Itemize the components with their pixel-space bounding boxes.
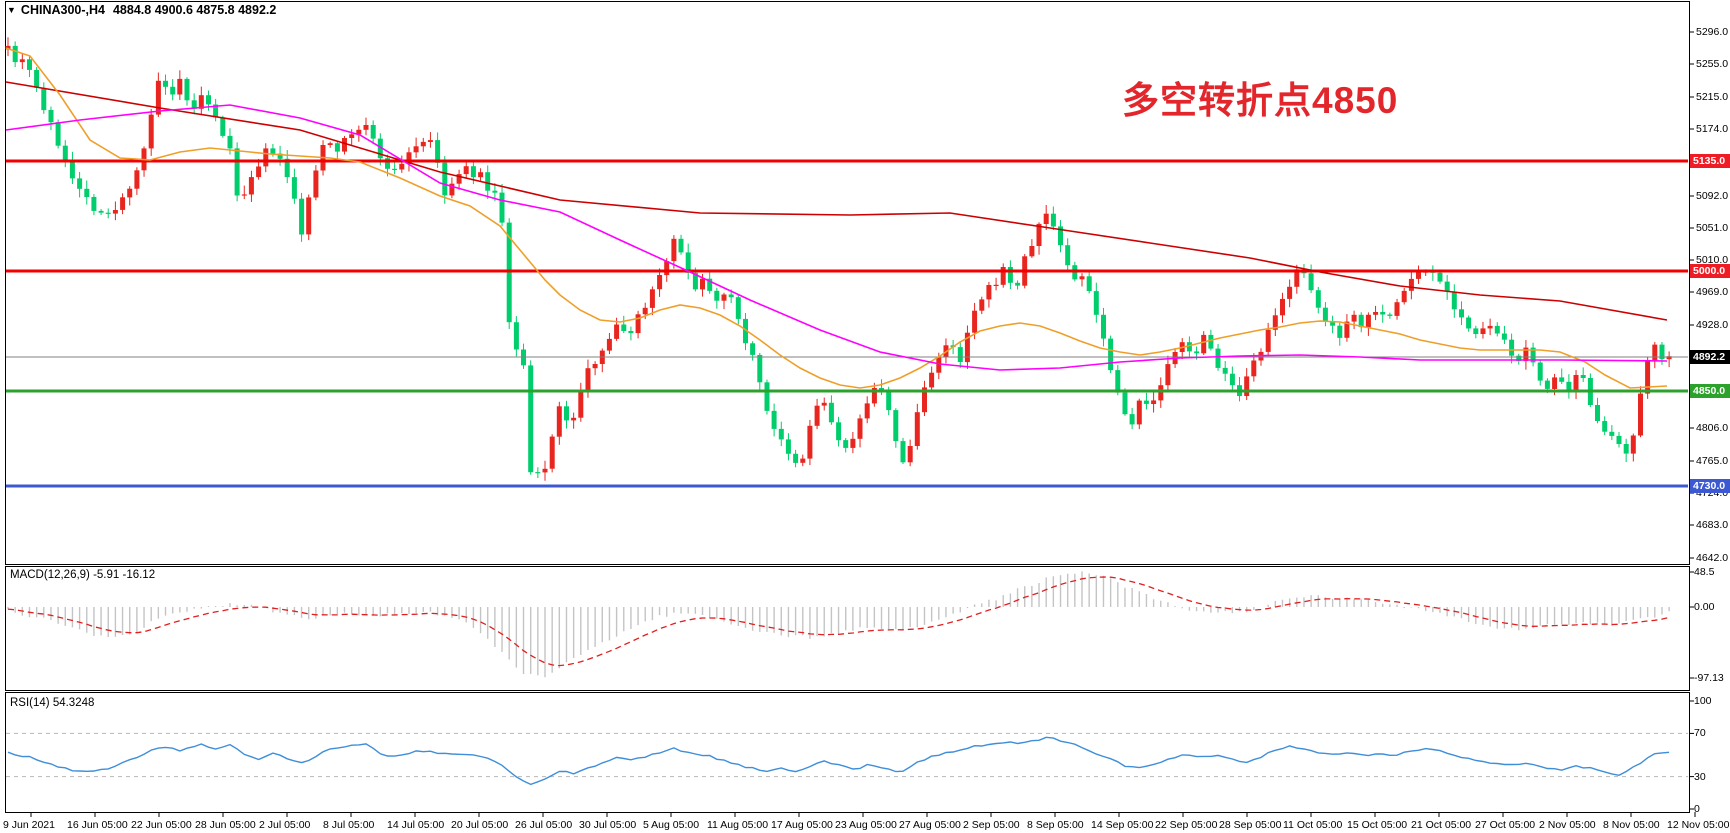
macd-indicator-label: MACD(12,26,9) -5.91 -16.12 (10, 569, 156, 581)
chart-title: ▼ CHINA300-,H4 4884.8 4900.6 4875.8 4892.2 (7, 3, 276, 17)
main-price-panel[interactable] (5, 1, 1690, 565)
rsi-panel[interactable] (5, 692, 1690, 813)
rsi-indicator-label: RSI(14) 54.3248 (10, 697, 95, 709)
macd-panel[interactable] (5, 566, 1690, 691)
symbol-dropdown-icon[interactable]: ▼ (7, 5, 16, 15)
symbol-timeframe-label: CHINA300-,H4 (20, 3, 105, 17)
annotation-text: 多空转折点4850 (1122, 80, 1399, 121)
ohlc-values: 4884.8 4900.6 4875.8 4892.2 (112, 3, 277, 17)
